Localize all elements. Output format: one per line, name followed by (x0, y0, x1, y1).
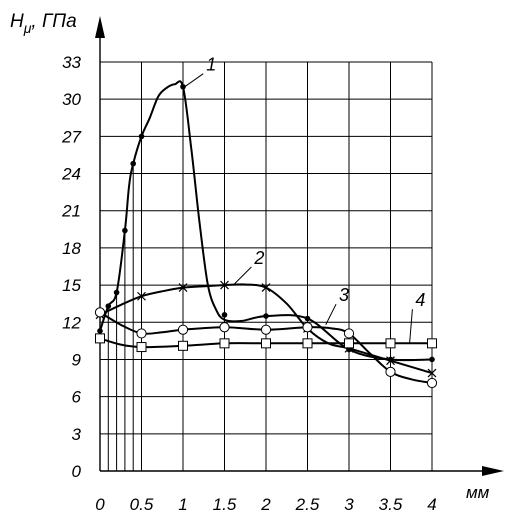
series-4-point (178, 340, 188, 351)
series-2-point (261, 283, 271, 292)
curve-label-leader (325, 303, 337, 325)
y-tick-label: 9 (72, 350, 82, 369)
x-tick-label: 0.5 (130, 495, 154, 514)
series-2-point (178, 283, 188, 292)
series-1-point (130, 160, 136, 167)
x-tick-label: 3 (344, 495, 354, 514)
x-tick-label: 1.5 (213, 495, 237, 514)
series-1-point (387, 356, 394, 363)
x-tick-label: 2 (260, 495, 271, 514)
series-3-point (343, 328, 355, 339)
series-markers (94, 83, 438, 389)
y-axis-label-main: H (10, 11, 24, 32)
series-1-point (113, 289, 120, 296)
y-tick-label: 21 (61, 202, 81, 221)
series-3-point (136, 328, 147, 339)
x-axis-label: мм (466, 483, 490, 502)
y-axis-label-sub: μ (23, 20, 32, 36)
y-tick-labels: 0 3 6 9 12 15 18 21 24 27 30 33 (61, 53, 81, 481)
series-1-point (138, 133, 145, 140)
series-1-point (429, 356, 435, 363)
y-tick-label: 33 (62, 53, 81, 72)
series-4-point (302, 338, 313, 349)
y-tick-label: 18 (62, 239, 81, 258)
series-4-line (99, 337, 432, 349)
curve-label-4: 4 (415, 290, 425, 310)
y-tick-label: 12 (62, 313, 81, 332)
series-4-point (219, 338, 230, 349)
series-3-point (302, 322, 313, 333)
series-4-point (344, 338, 354, 349)
y-tick-label: 30 (62, 90, 81, 109)
series-2-point (137, 291, 146, 301)
series-1-point (221, 312, 228, 318)
series-3-point (219, 322, 230, 333)
x-tick-label: 2.5 (295, 495, 320, 514)
series-3-point (260, 324, 272, 335)
series-1-point (304, 315, 311, 322)
x-tick-label: 0 (95, 495, 105, 514)
series-4-point (385, 338, 396, 349)
curve-label-2: 2 (253, 248, 264, 268)
y-tick-label: 6 (72, 388, 82, 407)
series-1-point (263, 313, 269, 319)
series-4-point (261, 338, 271, 349)
series-3-point (94, 307, 106, 318)
series-3-point (177, 324, 189, 335)
x-tick-label: 3.5 (379, 495, 403, 514)
curve-label-leader (234, 266, 252, 285)
x-tick-label: 4 (427, 495, 436, 514)
series-2-point (220, 280, 229, 290)
curve-label-1: 1 (206, 55, 216, 75)
axes (95, 16, 504, 476)
curve-labels: 1 2 3 4 (184, 55, 425, 344)
curve-label-leader (409, 309, 413, 344)
y-axis-arrow (95, 16, 105, 38)
series-1-point (97, 328, 103, 334)
y-tick-label: 0 (72, 462, 82, 481)
grid (100, 61, 433, 471)
series-1-point (122, 227, 128, 234)
series-2-point (427, 368, 437, 378)
series-4-point (95, 333, 105, 344)
series-3-point (385, 366, 396, 377)
series-4-point (136, 342, 147, 353)
series-2-line (99, 283, 433, 375)
y-axis-label: Hμ, ГПа (10, 11, 77, 36)
y-axis-label-unit: , ГПа (31, 11, 76, 32)
series-1-point (105, 303, 112, 309)
series-4-point (427, 338, 437, 349)
y-tick-label: 24 (61, 165, 81, 184)
series-1-point (180, 83, 186, 90)
curve-label-3: 3 (339, 285, 349, 305)
curve-1-drop-lines (107, 163, 134, 471)
curve-label-leader (184, 73, 204, 88)
y-tick-label: 27 (61, 127, 81, 146)
series-3-point (426, 377, 438, 389)
y-tick-label: 15 (62, 276, 81, 295)
x-tick-labels: 0 0.5 1 1.5 2 2.5 3 3.5 4 (95, 495, 436, 514)
x-axis-arrow (482, 466, 504, 476)
series-2-point (386, 356, 395, 366)
y-tick-label: 3 (72, 425, 82, 444)
x-tick-label: 1 (178, 495, 187, 514)
